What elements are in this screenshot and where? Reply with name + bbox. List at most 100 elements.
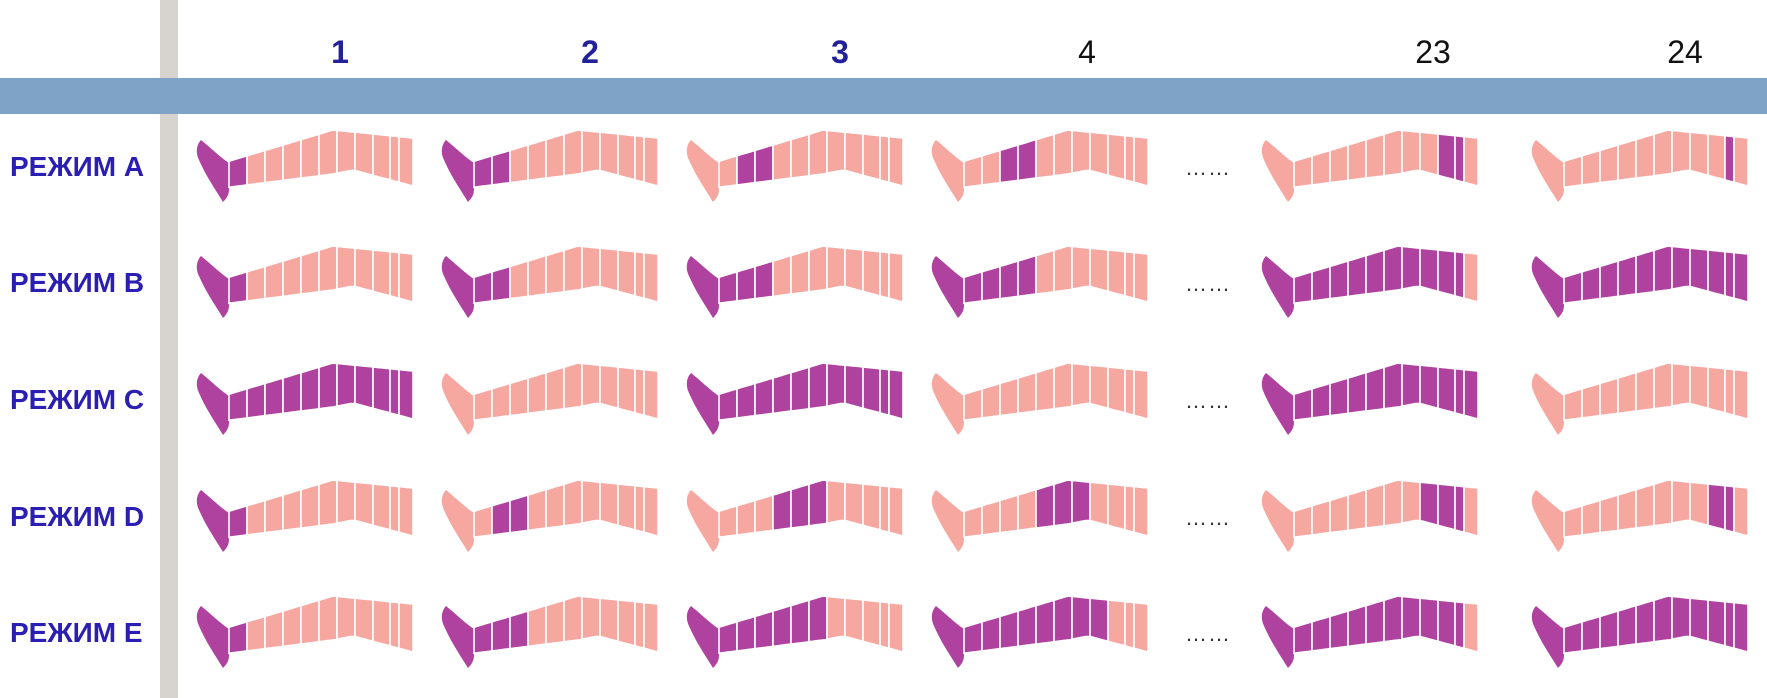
chamber-segment bbox=[999, 259, 1019, 300]
leg-step-23 bbox=[1261, 129, 1479, 202]
chamber-segment bbox=[491, 499, 511, 536]
chamber-segment bbox=[1365, 483, 1385, 530]
chamber-segment bbox=[1733, 251, 1749, 304]
chamber-segment bbox=[1107, 599, 1126, 647]
chamber-segment bbox=[1635, 599, 1655, 646]
chamber-segment bbox=[545, 133, 565, 180]
chamber-segment bbox=[999, 493, 1019, 534]
ellipsis: …… bbox=[1185, 155, 1231, 180]
leg-step-3 bbox=[686, 362, 904, 435]
chamber-segment bbox=[563, 595, 583, 643]
foot bbox=[1261, 373, 1294, 435]
chamber-segment bbox=[1133, 601, 1149, 654]
chamber-segment bbox=[1653, 245, 1673, 293]
chamber-segment bbox=[790, 366, 810, 413]
foot bbox=[196, 140, 229, 202]
ellipsis: …… bbox=[1185, 621, 1231, 646]
chamber-segment bbox=[1293, 504, 1313, 539]
chamber-segment bbox=[336, 129, 356, 175]
chamber-segment bbox=[634, 367, 645, 417]
chamber-segment bbox=[1311, 499, 1331, 536]
chamber-segment bbox=[1463, 135, 1479, 188]
chamber-segment bbox=[354, 131, 374, 177]
column-header-3: 3 bbox=[831, 34, 849, 70]
foot bbox=[931, 140, 964, 202]
chamber-segment bbox=[264, 259, 284, 300]
chamber-segment bbox=[808, 245, 828, 293]
chamber-segment bbox=[1053, 479, 1073, 527]
chamber-segment bbox=[599, 364, 619, 410]
chamber-segment bbox=[808, 595, 828, 643]
chamber-segment bbox=[1635, 483, 1655, 530]
ellipsis: …… bbox=[1185, 505, 1231, 530]
chamber-segment bbox=[790, 249, 810, 296]
chamber-segment bbox=[772, 138, 792, 182]
chamber-segment bbox=[336, 479, 356, 525]
chamber-segment bbox=[1671, 479, 1691, 525]
chamber-segment bbox=[1689, 131, 1709, 177]
chamber-segment bbox=[1071, 245, 1091, 291]
chamber-segment bbox=[826, 362, 846, 408]
chamber-segment bbox=[1133, 368, 1149, 421]
chamber-segment bbox=[826, 595, 846, 641]
chamber-segment bbox=[318, 479, 338, 527]
foot bbox=[1261, 140, 1294, 202]
chamber-segment bbox=[772, 254, 792, 298]
chamber-segment bbox=[1724, 600, 1735, 650]
chamber-segment bbox=[1017, 138, 1037, 182]
chamber-segment bbox=[491, 615, 511, 652]
chamber-segment bbox=[617, 133, 636, 181]
chamber-segment bbox=[790, 483, 810, 530]
chamber-segment bbox=[790, 133, 810, 180]
column-header-24: 24 bbox=[1667, 34, 1703, 70]
chamber-segment bbox=[1107, 483, 1126, 531]
chamber-segment bbox=[888, 601, 904, 654]
chamber-segment bbox=[1437, 483, 1456, 531]
chamber-segment bbox=[1724, 250, 1735, 300]
chamber-segment bbox=[1437, 599, 1456, 647]
chamber-segment bbox=[1733, 601, 1749, 654]
chamber-segment bbox=[527, 371, 547, 415]
column-header-bar bbox=[0, 78, 1767, 114]
leg-step-23 bbox=[1261, 595, 1479, 668]
chamber-segment bbox=[1617, 488, 1637, 532]
chamber-segment bbox=[1454, 134, 1465, 184]
chamber-segment bbox=[1689, 481, 1709, 527]
chamber-segment bbox=[754, 376, 774, 417]
chamber-segment bbox=[981, 265, 1001, 302]
chamber-segment bbox=[643, 601, 659, 654]
chamber-segment bbox=[1124, 600, 1135, 650]
chamber-segment bbox=[1383, 479, 1403, 527]
chamber-segment bbox=[888, 251, 904, 304]
chamber-segment bbox=[509, 609, 529, 650]
chamber-segment bbox=[1454, 250, 1465, 300]
chamber-segment bbox=[336, 362, 356, 408]
chamber-segment bbox=[1365, 599, 1385, 646]
chamber-segment bbox=[246, 382, 266, 419]
chamber-segment bbox=[643, 368, 659, 421]
chamber-segment bbox=[389, 250, 400, 300]
chamber-segment bbox=[736, 499, 756, 536]
chamber-segment bbox=[1671, 362, 1691, 408]
chamber-segment bbox=[1724, 484, 1735, 534]
foot bbox=[1261, 606, 1294, 668]
leg-step-24 bbox=[1531, 129, 1749, 202]
chamber-segment bbox=[599, 131, 619, 177]
chamber-segment bbox=[1401, 595, 1421, 641]
chamber-segment bbox=[1653, 129, 1673, 177]
chamber-segment bbox=[398, 368, 414, 421]
chamber-segment bbox=[389, 134, 400, 184]
column-header-4: 4 bbox=[1078, 34, 1096, 70]
chamber-segment bbox=[246, 499, 266, 536]
chamber-segment bbox=[300, 249, 320, 296]
chamber-segment bbox=[264, 493, 284, 534]
chamber-segment bbox=[981, 382, 1001, 419]
chamber-segment bbox=[1454, 484, 1465, 534]
chamber-segment bbox=[1293, 387, 1313, 422]
chamber-segment bbox=[545, 249, 565, 296]
chamber-segment bbox=[509, 259, 529, 300]
chamber-segment bbox=[808, 129, 828, 177]
chamber-segment bbox=[1653, 362, 1673, 410]
mode-label: РЕЖИМ C bbox=[10, 384, 145, 415]
chamber-segment bbox=[1329, 493, 1349, 534]
